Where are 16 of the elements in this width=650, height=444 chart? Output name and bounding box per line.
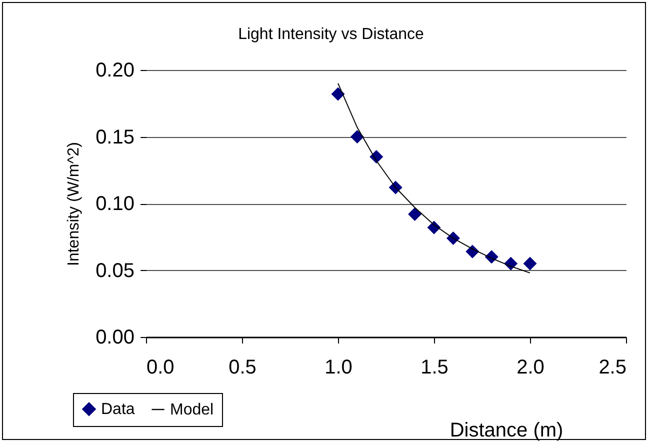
y-tick-label: 0.05 [96, 260, 134, 282]
y-tick-label: 0.20 [96, 60, 134, 82]
x-tick-label: 0.0 [146, 356, 174, 378]
x-tick-label: 2.5 [598, 356, 626, 378]
x-tick-label: 2.0 [516, 356, 544, 378]
x-tick-label: 0.5 [228, 356, 256, 378]
y-tick-label: 0.10 [96, 193, 134, 215]
y-tick-label: 0.00 [96, 326, 134, 348]
y-axis-title: Intensity (W/m^2) [66, 142, 83, 266]
x-axis-title: Distance (m) [450, 420, 564, 442]
chart-title: Light Intensity vs Distance [238, 26, 424, 43]
x-tick-label: 1.5 [420, 356, 448, 378]
legend-label: Model [170, 402, 214, 418]
y-tick-label: 0.15 [96, 126, 134, 148]
x-tick-label: 1.0 [324, 356, 352, 378]
legend-label: Data [101, 401, 135, 418]
